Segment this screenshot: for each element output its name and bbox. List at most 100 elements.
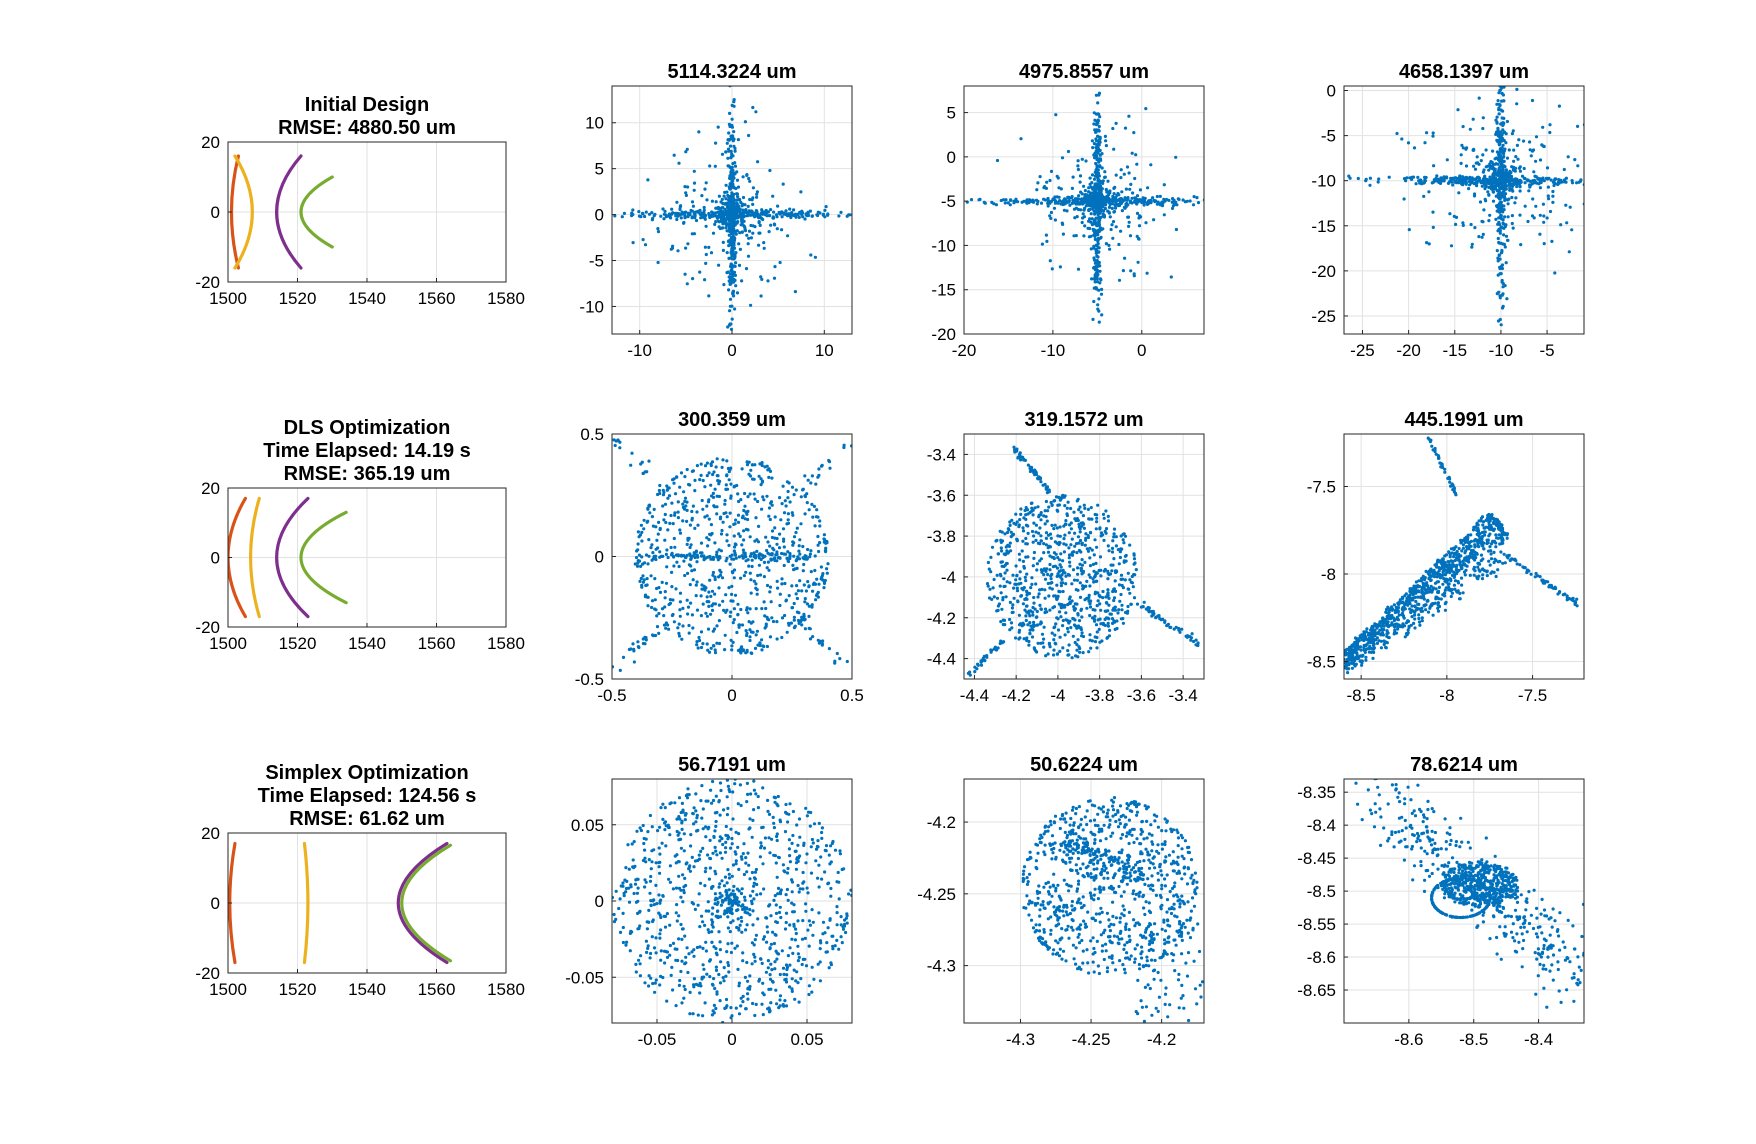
spot-point [1461,221,1465,225]
spot-point [731,291,735,295]
spot-point [700,583,704,587]
spot-point [1099,608,1103,612]
spot-point [730,134,735,138]
spot-point [1715,181,1718,184]
spot-point [642,527,646,531]
spot-point [993,646,997,650]
spot-point [1115,619,1119,623]
spot-point [672,620,677,624]
spot-point [1066,630,1070,634]
spot-point [724,183,728,187]
spot-point [646,604,650,608]
spot-point [715,641,719,645]
spot-point [1480,184,1484,188]
spot-point [805,501,809,505]
spot-point [780,577,784,581]
spot-point [691,578,695,582]
spot-point [1134,153,1138,157]
spot-point [1523,181,1527,185]
spot-point [1590,179,1593,182]
spot-point [1499,177,1503,181]
spot-point [748,607,752,611]
spot-point [760,277,764,281]
spot-point [695,510,699,514]
spot-point [727,244,731,248]
spot-point [1075,551,1079,555]
spot-point [1529,154,1533,158]
spot-point [1549,178,1553,182]
spot-point [1094,197,1098,201]
spot-point [986,560,991,565]
spot-point [1449,244,1454,248]
spot-point [1456,181,1460,185]
spot-point [1088,530,1092,535]
spot-point [1064,618,1068,622]
spot-point [1069,527,1073,531]
spot-point [734,213,738,217]
spot-point [1475,155,1479,159]
spot-point [828,466,832,470]
spot-point [1461,223,1465,227]
spot-point [721,520,725,524]
spot-point [1023,575,1027,580]
spot-point [1484,148,1488,152]
spot-point [795,584,799,588]
spot-point [762,575,767,579]
spot-point [759,275,763,279]
spot-point [795,526,799,530]
spot-point [770,529,775,533]
spot-point [633,562,637,566]
spot-point [797,557,802,561]
spot-point [1017,623,1022,627]
spot-point [658,555,662,559]
spot-point [1452,583,1456,587]
spot-point [1514,181,1518,185]
spot-point [695,464,700,468]
spot-point [799,495,803,499]
spot-point [1531,197,1535,201]
spot-point [1051,197,1055,201]
spot-point [1058,649,1062,654]
spot-point [1053,523,1057,527]
spot-point [1498,317,1502,322]
spot-point [1021,588,1025,592]
spot-point [1012,445,1016,449]
spot-point [1516,157,1520,161]
spot-point [1162,213,1166,217]
spot-point [666,496,670,500]
spot-point [636,640,640,644]
spot-point [803,627,808,631]
spot-point [999,591,1003,595]
spot-point [1476,175,1480,179]
spot-point [710,608,715,613]
spot-point [1464,147,1468,151]
spot-point [770,535,775,540]
spot-point [645,583,649,587]
spot-point [994,203,999,207]
spot-point [1135,162,1139,166]
spot-point [677,622,681,626]
spot-point [1459,153,1463,157]
spot-point [1039,201,1044,205]
spot-point [731,272,735,276]
spot-point [769,223,773,227]
spot-point [730,584,734,589]
spot-point [768,635,773,639]
spot-point [1431,134,1435,138]
spot-point [1128,234,1133,238]
chart-title: Time Elapsed: 14.19 s [263,440,471,462]
spot-point [662,518,666,522]
spot-point [1133,196,1137,200]
spot-point [821,572,825,576]
spot-point [781,527,786,531]
spot-point [1117,242,1121,247]
spot-point [1493,176,1497,180]
spot-point [646,562,650,566]
spot-point [1022,564,1026,569]
spot-point [741,195,746,200]
spot-point [1087,208,1091,213]
spot-point [802,583,806,587]
spot-point [777,546,782,550]
spot-point [746,611,750,615]
